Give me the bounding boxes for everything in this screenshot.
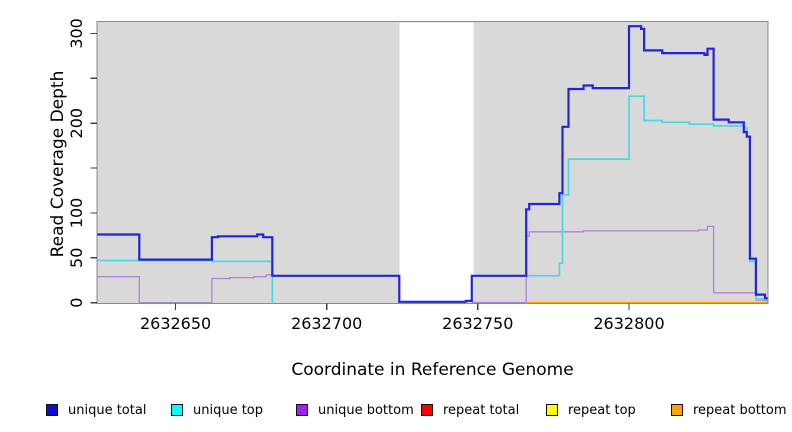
plot-border (96, 21, 769, 304)
legend-swatch-repeat-total (421, 404, 433, 416)
legend-item-unique-bottom: unique bottom (296, 403, 421, 418)
coverage-gap-band (399, 22, 474, 303)
legend-item-unique-top: unique top (171, 403, 296, 418)
legend-item-repeat-top: repeat top (546, 403, 671, 418)
y-tick-label: 50 (67, 248, 86, 268)
legend-swatch-repeat-bottom (671, 404, 683, 416)
legend-swatch-unique-top (171, 404, 183, 416)
legend-label: unique top (193, 402, 264, 418)
y-tick-label: 100 (67, 198, 86, 229)
legend-label: repeat total (443, 402, 520, 418)
legend-swatch-unique-total (46, 404, 58, 416)
series-unique-total (97, 25, 768, 303)
legend-label: repeat bottom (693, 402, 787, 418)
x-tick-label: 2632650 (140, 314, 211, 333)
x-tick-label: 2632750 (442, 314, 513, 333)
legend-label: unique bottom (318, 402, 414, 418)
y-tick-label: 300 (67, 18, 86, 49)
series-unique-bottom (97, 225, 768, 304)
y-axis-title: Read Coverage Depth (48, 70, 68, 258)
legend-swatch-unique-bottom (296, 404, 308, 416)
legend-label: unique total (68, 402, 147, 418)
legend: unique total unique top unique bottom re… (0, 398, 792, 422)
x-tick-label: 2632700 (291, 314, 362, 333)
legend-label: repeat top (568, 402, 636, 418)
legend-swatch-repeat-top (546, 404, 558, 416)
y-tick-label: 0 (67, 298, 86, 308)
y-tick-label: 200 (67, 108, 86, 139)
legend-item-repeat-total: repeat total (421, 403, 546, 418)
x-tick-label: 2632800 (593, 314, 664, 333)
x-axis-title: Coordinate in Reference Genome (291, 360, 574, 380)
legend-item-unique-total: unique total (46, 403, 171, 418)
legend-item-repeat-bottom: repeat bottom (671, 403, 787, 418)
